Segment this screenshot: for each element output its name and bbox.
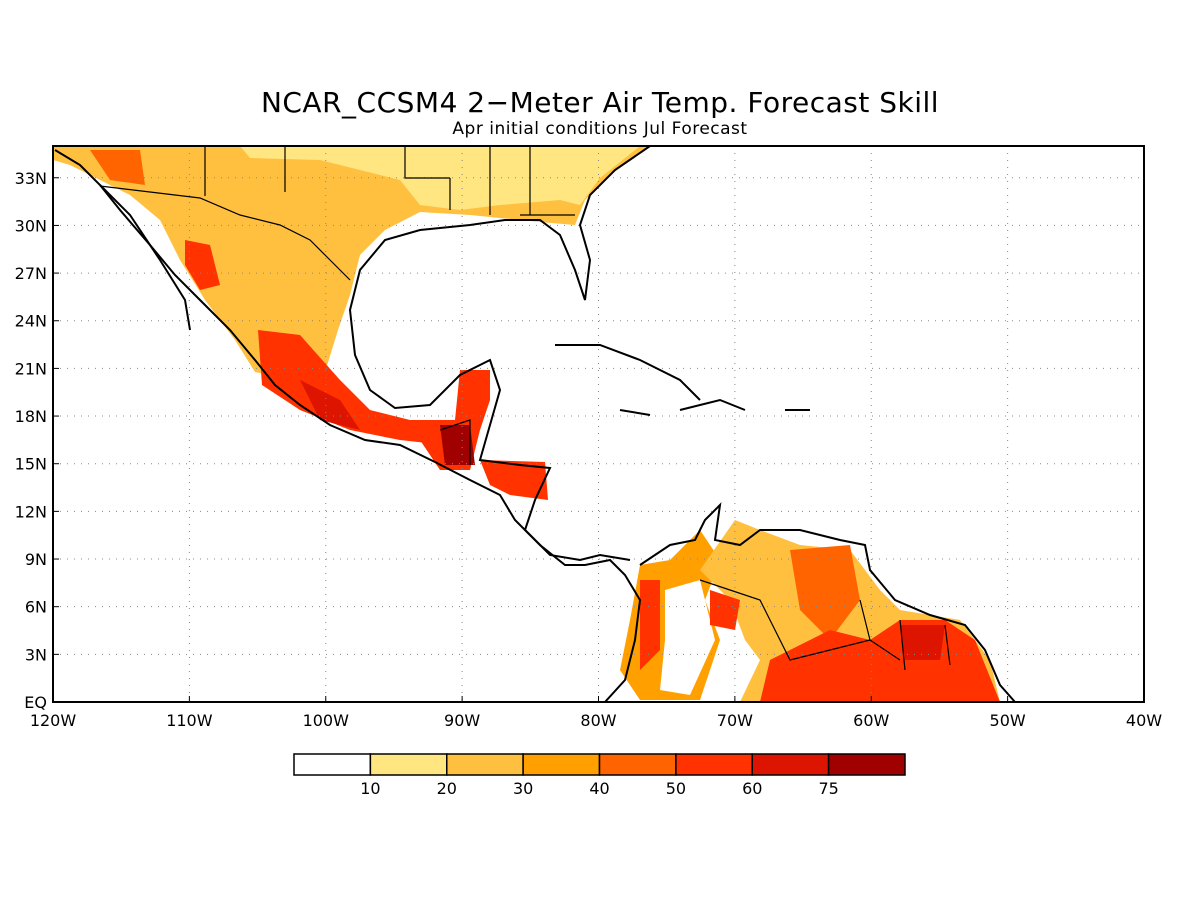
colorbar-swatch <box>751 753 830 776</box>
latitude-tick-label: 6N <box>25 598 47 617</box>
skill-region-venezuela-east <box>790 545 860 640</box>
latitude-tick-label: 18N <box>15 407 47 426</box>
longitude-tick-label: 110W <box>166 711 213 730</box>
latitude-tick-label: 9N <box>25 550 47 569</box>
latitude-labels: EQ 3N 6N 9N 12N 15N 18N 21N 24N 27N 30N 33N <box>15 169 59 712</box>
latitude-tick-label: EQ <box>24 693 47 712</box>
skill-region-colombia-coast <box>640 580 660 670</box>
skill-region-sinaloa <box>185 240 220 290</box>
skill-region-colombia-low <box>660 580 715 695</box>
longitude-tick-label: 80W <box>580 711 616 730</box>
colorbar-swatch <box>369 753 448 776</box>
colorbar: 10 20 30 40 50 60 75 <box>293 753 906 798</box>
colorbar-swatch <box>522 753 601 776</box>
longitude-tick-label: 50W <box>990 711 1026 730</box>
map-title: NCAR_CCSM4 2−Meter Air Temp. Forecast Sk… <box>260 86 940 119</box>
skill-region-guerrero <box>300 380 360 430</box>
skill-region-suriname <box>900 625 945 660</box>
colorbar-swatch <box>446 753 524 776</box>
colorbar-swatch <box>675 753 753 776</box>
latitude-tick-label: 30N <box>15 216 47 235</box>
longitude-tick-label: 120W <box>30 711 77 730</box>
skill-region-baja <box>90 150 145 185</box>
colorbar-label: 40 <box>589 779 609 798</box>
skill-region-south-mexico <box>258 330 445 445</box>
colorbar-label: 50 <box>666 779 686 798</box>
longitude-tick-label: 90W <box>444 711 480 730</box>
skill-region-venezuela-andes <box>710 590 740 630</box>
map-subtitle: Apr initial conditions Jul Forecast <box>452 119 748 139</box>
latitude-tick-label: 33N <box>15 169 47 188</box>
colorbar-swatch <box>827 753 906 776</box>
skill-region-guatemala <box>440 425 475 465</box>
latitude-tick-label: 3N <box>25 645 47 664</box>
latitude-tick-label: 15N <box>15 455 47 474</box>
colorbar-label: 30 <box>513 779 533 798</box>
latitude-tick-label: 21N <box>15 359 47 378</box>
colorbar-label: 60 <box>742 779 762 798</box>
political-borders <box>99 146 951 671</box>
colorbar-label: 20 <box>437 779 457 798</box>
latitude-tick-label: 24N <box>15 312 47 331</box>
latitude-tick-label: 12N <box>15 502 47 521</box>
longitude-tick-label: 40W <box>1126 711 1162 730</box>
colorbar-label: 75 <box>818 779 838 798</box>
colorbar-swatch <box>598 753 677 776</box>
latitude-tick-label: 27N <box>15 264 47 283</box>
longitude-labels: 120W 110W 100W 90W 80W 70W 60W 50W 40W <box>30 696 1162 730</box>
longitude-tick-label: 100W <box>303 711 350 730</box>
longitude-tick-label: 70W <box>717 711 753 730</box>
longitude-tick-label: 60W <box>853 711 889 730</box>
colorbar-label: 10 <box>360 779 380 798</box>
coastlines <box>54 146 1016 702</box>
skill-region-honduras <box>480 460 548 500</box>
skill-shading <box>53 146 1000 702</box>
colorbar-swatch <box>293 753 372 776</box>
